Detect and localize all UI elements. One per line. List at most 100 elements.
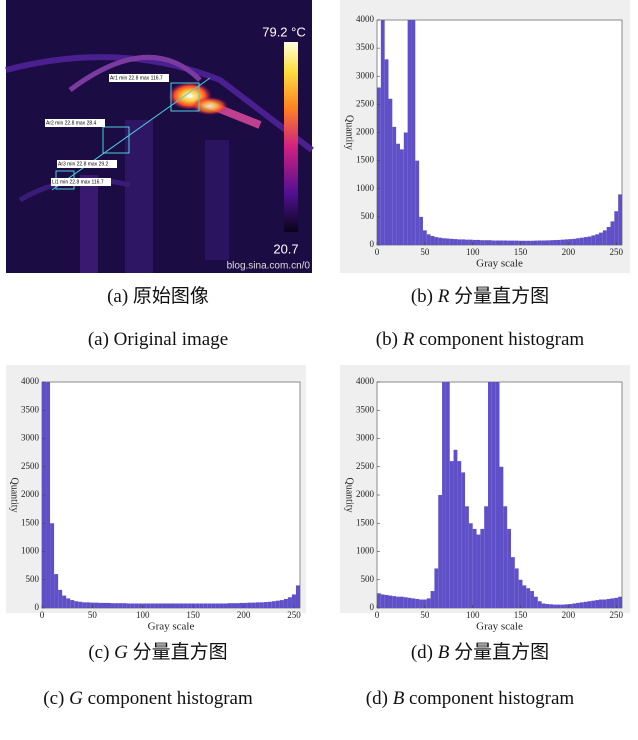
bar bbox=[130, 603, 135, 608]
bar bbox=[219, 603, 224, 608]
bar bbox=[430, 591, 435, 608]
caption-label: (b) bbox=[411, 286, 433, 307]
bar bbox=[491, 240, 496, 245]
bar bbox=[74, 601, 79, 608]
x-tick-label: 0 bbox=[40, 610, 45, 620]
caption-channel: B bbox=[438, 642, 450, 663]
bar bbox=[545, 240, 550, 245]
bar bbox=[549, 240, 554, 245]
bar bbox=[461, 472, 466, 608]
bar bbox=[86, 602, 91, 608]
y-tick-label: 2500 bbox=[356, 461, 375, 471]
bar bbox=[537, 240, 542, 245]
x-axis-label: Gray scale bbox=[476, 258, 523, 270]
bar bbox=[183, 603, 188, 608]
caption-text: 分量直方图 bbox=[454, 285, 549, 307]
bar bbox=[110, 603, 115, 608]
bar bbox=[150, 603, 155, 608]
bar bbox=[380, 594, 385, 608]
bar bbox=[579, 602, 584, 608]
bar bbox=[533, 240, 538, 245]
bar bbox=[407, 20, 412, 245]
bar bbox=[239, 602, 244, 608]
x-tick-label: 200 bbox=[562, 247, 576, 257]
bar bbox=[291, 594, 296, 608]
bar bbox=[415, 598, 420, 608]
x-tick-label: 50 bbox=[88, 610, 98, 620]
bar bbox=[442, 238, 446, 245]
bar bbox=[283, 598, 288, 608]
bar bbox=[411, 598, 416, 608]
bar bbox=[518, 579, 523, 608]
y-tick-label: 3000 bbox=[356, 433, 375, 443]
bar bbox=[179, 603, 184, 608]
caption-label: (a) bbox=[88, 329, 109, 350]
caption-label: (d) bbox=[411, 642, 433, 663]
bar bbox=[271, 601, 276, 608]
bar bbox=[407, 597, 412, 608]
caption-label: (d) bbox=[366, 688, 388, 709]
y-tick-label: 1500 bbox=[21, 517, 40, 527]
bar bbox=[530, 240, 534, 245]
bar bbox=[388, 595, 393, 608]
bar bbox=[199, 603, 204, 608]
area-label: Ar2 min 22.8 max 28.4 bbox=[46, 120, 97, 126]
bar bbox=[295, 585, 300, 608]
x-tick-label: 100 bbox=[136, 610, 150, 620]
bar bbox=[175, 603, 180, 608]
bar bbox=[146, 603, 151, 608]
bar bbox=[82, 602, 87, 608]
label-box bbox=[109, 74, 169, 82]
bar bbox=[526, 588, 531, 608]
caption-en: (d) B component histogram bbox=[366, 688, 575, 709]
caption-en: (c) G component histogram bbox=[43, 688, 253, 709]
bar bbox=[392, 126, 397, 245]
bar bbox=[576, 602, 580, 608]
bar bbox=[564, 604, 569, 608]
y-tick-label: 1500 bbox=[356, 155, 375, 165]
bar bbox=[426, 598, 431, 608]
bar bbox=[457, 239, 462, 245]
bar bbox=[480, 240, 485, 245]
bar bbox=[263, 602, 268, 608]
bar bbox=[568, 239, 573, 245]
y-tick-label: 1000 bbox=[356, 546, 375, 556]
bar bbox=[510, 240, 515, 245]
bar bbox=[384, 59, 389, 245]
bar bbox=[610, 598, 615, 608]
bar bbox=[195, 603, 200, 608]
bar bbox=[533, 596, 538, 608]
bar bbox=[484, 506, 489, 608]
bar bbox=[384, 595, 389, 608]
bar bbox=[287, 597, 292, 608]
y-tick-label: 2500 bbox=[356, 98, 375, 108]
bar bbox=[510, 557, 515, 608]
bar bbox=[78, 601, 83, 608]
bar bbox=[259, 602, 264, 608]
bar bbox=[223, 603, 228, 608]
y-tick-label: 4000 bbox=[356, 376, 375, 386]
bar bbox=[484, 240, 489, 245]
bar bbox=[227, 603, 232, 608]
bar bbox=[377, 87, 381, 245]
y-tick-label: 3500 bbox=[356, 42, 375, 52]
caption-text: component histogram bbox=[409, 688, 574, 709]
bar bbox=[587, 601, 592, 608]
bar bbox=[549, 604, 554, 608]
bar bbox=[445, 238, 450, 245]
bar bbox=[138, 603, 143, 608]
y-tick-label: 3500 bbox=[21, 404, 40, 414]
bar bbox=[576, 238, 580, 245]
bar bbox=[507, 528, 511, 608]
bar bbox=[392, 596, 397, 608]
bar bbox=[599, 599, 603, 608]
y-tick-label: 2000 bbox=[356, 127, 375, 137]
caption-label: (c) bbox=[43, 688, 64, 709]
x-tick-label: 0 bbox=[375, 610, 380, 620]
bar bbox=[62, 595, 67, 608]
bar bbox=[468, 239, 473, 245]
area-label: Ar3 min 22.8 max 29.2 bbox=[58, 161, 109, 167]
y-tick-label: 500 bbox=[361, 574, 375, 584]
bar bbox=[468, 523, 473, 608]
x-tick-label: 200 bbox=[562, 610, 576, 620]
